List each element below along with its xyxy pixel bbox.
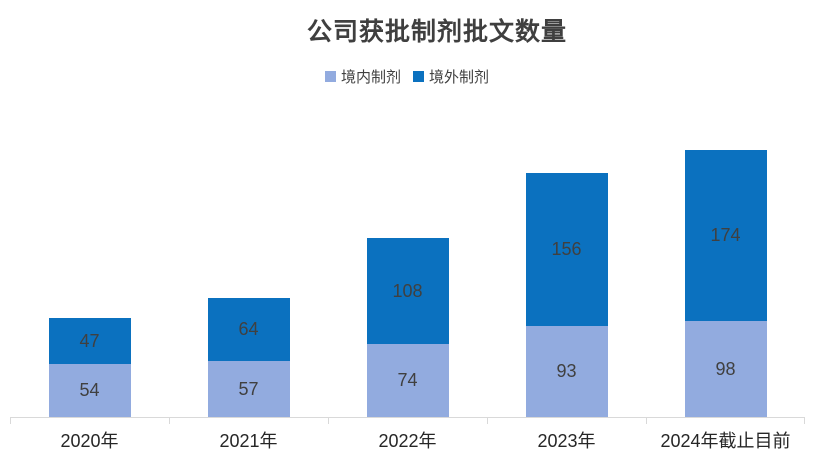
bar-segment-domestic: 93 — [525, 326, 608, 417]
bar-column: 108 74 — [328, 238, 487, 417]
bar-value-label: 108 — [392, 280, 423, 301]
bar-stack: 174 98 — [684, 150, 767, 417]
legend-swatch-overseas — [413, 71, 424, 82]
bar-stack: 156 93 — [525, 173, 608, 417]
category-label: 2022年 — [378, 431, 437, 451]
legend-label-domestic: 境内制剂 — [340, 69, 401, 86]
bar-column: 156 93 — [487, 173, 646, 417]
bar-segment-overseas: 47 — [48, 318, 131, 364]
bar-column: 174 98 — [646, 150, 805, 417]
bar-stack: 47 54 — [48, 318, 131, 417]
bar-value-label: 47 — [79, 330, 100, 351]
bar-segment-overseas: 156 — [525, 173, 608, 326]
bar-value-label: 174 — [710, 225, 741, 245]
category-label: 2020年 — [60, 431, 119, 451]
legend: 境内制剂 境外制剂 — [0, 66, 814, 87]
bar-value-label: 64 — [238, 319, 259, 339]
x-axis: 2020年 2021年 2022年 2023年 2024年截止目前 — [10, 417, 805, 453]
bar-value-label: 74 — [397, 370, 418, 390]
category-label: 2023年 — [537, 431, 596, 451]
bar-segment-domestic: 98 — [684, 321, 767, 417]
bar-segment-domestic: 54 — [48, 364, 131, 417]
legend-item-overseas: 境外制剂 — [413, 66, 489, 87]
bar-value-label: 57 — [238, 378, 259, 399]
chart-title: 公司获批制剂批文数量 — [306, 18, 567, 46]
bar-stack: 64 57 — [207, 298, 290, 417]
bar-segment-overseas: 64 — [207, 298, 290, 361]
bar-segment-overseas: 108 — [366, 238, 449, 344]
axis-tick — [804, 418, 805, 424]
axis-tick — [10, 418, 11, 424]
plot-area: 47 54 64 57 108 74 156 93 174 98 2020年 2021年 2022年 2… — [10, 110, 805, 453]
legend-item-domestic: 境内制剂 — [324, 66, 401, 87]
bar-segment-domestic: 74 — [366, 344, 449, 417]
bar-value-label: 156 — [551, 239, 582, 259]
axis-tick — [487, 418, 488, 424]
bar-value-label: 98 — [715, 358, 736, 379]
category-label: 2024年截止目前 — [660, 431, 791, 451]
legend-label-overseas: 境外制剂 — [429, 69, 490, 86]
bar-value-label: 54 — [79, 380, 100, 400]
bar-column: 47 54 — [10, 318, 169, 417]
bars-row: 47 54 64 57 108 74 156 93 174 98 — [10, 110, 805, 417]
bar-value-label: 93 — [556, 361, 577, 381]
bar-column: 64 57 — [169, 298, 328, 417]
legend-swatch-domestic — [324, 71, 336, 82]
axis-tick — [169, 418, 170, 424]
axis-tick — [646, 418, 647, 424]
axis-tick — [328, 418, 329, 424]
category-label: 2021年 — [219, 431, 278, 451]
bar-stack: 108 74 — [366, 238, 449, 417]
bar-segment-overseas: 174 — [684, 150, 767, 321]
bar-segment-domestic: 57 — [207, 361, 290, 417]
